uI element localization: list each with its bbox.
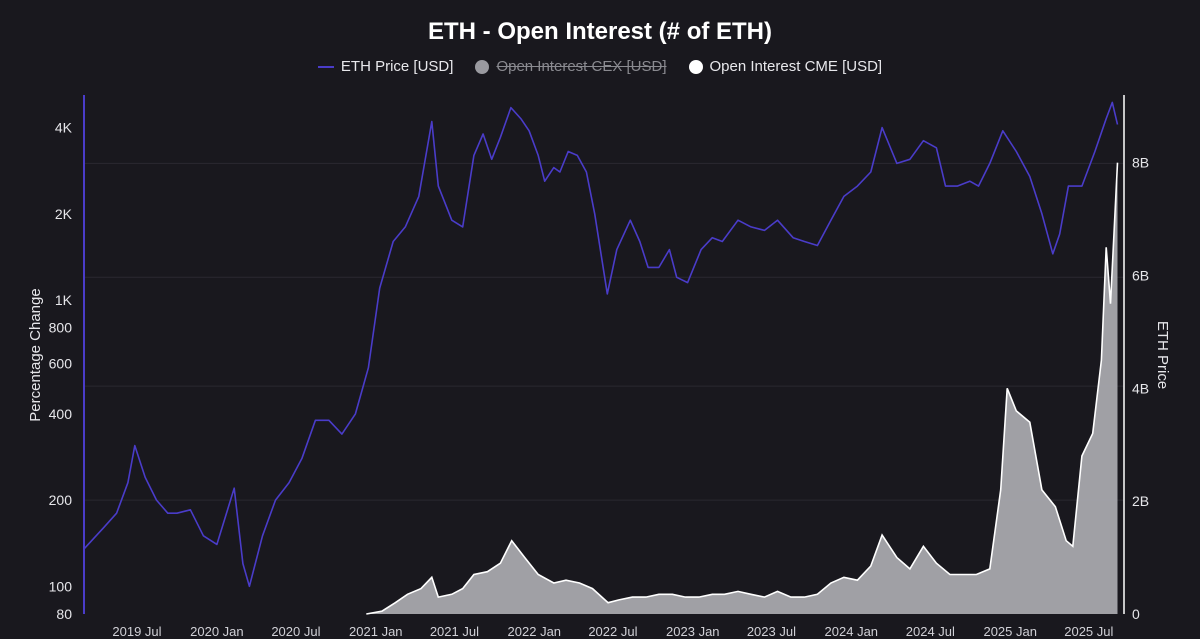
- y-left-axis-title: Percentage Change: [27, 288, 44, 421]
- legend-dot-swatch-oi-cex: [475, 59, 490, 74]
- eth-price-line: [83, 101, 1119, 588]
- legend-dot-swatch-oi-cme: [688, 59, 703, 74]
- y-left-tick-label: 800: [49, 320, 73, 336]
- legend-label-eth-price: ETH Price [USD]: [340, 58, 454, 75]
- x-tick-label: 2022 Jul: [588, 624, 637, 639]
- chart-title: ETH - Open Interest (# of ETH): [427, 18, 772, 45]
- y-right-tick-label: 0: [1132, 606, 1140, 622]
- oi-cme-area: [366, 162, 1118, 614]
- x-tick-label: 2025 Jan: [983, 624, 1037, 639]
- y-right-tick-label: 6B: [1132, 268, 1149, 284]
- y-right-tick-label: 8B: [1132, 155, 1149, 171]
- y-right-tick-label: 2B: [1132, 493, 1149, 509]
- y-right-axis-title: ETH Price: [1154, 321, 1171, 389]
- x-tick-label: 2020 Jan: [190, 624, 244, 639]
- y-left-tick-label: 4K: [55, 120, 73, 136]
- x-tick-label: 2021 Jan: [349, 624, 403, 639]
- x-tick-label: 2021 Jul: [430, 624, 479, 639]
- y-left-tick-label: 80: [56, 606, 72, 622]
- x-tick-label: 2025 Jul: [1064, 624, 1113, 639]
- legend-label-oi-cme: Open Interest CME [USD]: [709, 58, 883, 75]
- chart-legend: ETH Price [USD] Open Interest CEX [USD] …: [0, 58, 1200, 75]
- legend-line-swatch-eth-price: [317, 65, 334, 68]
- y-left-tick-label: 2K: [55, 206, 73, 222]
- x-tick-label: 2024 Jan: [825, 624, 879, 639]
- x-tick-label: 2020 Jul: [271, 624, 320, 639]
- y-left-tick-label: 400: [49, 406, 73, 422]
- y-left-tick-label: 600: [49, 355, 73, 371]
- legend-item-oi-cex[interactable]: Open Interest CEX [USD]: [475, 58, 667, 75]
- x-tick-label: 2024 Jul: [906, 624, 955, 639]
- legend-label-oi-cex: Open Interest CEX [USD]: [496, 58, 667, 75]
- x-tick-label: 2023 Jan: [666, 624, 720, 639]
- legend-item-eth-price[interactable]: ETH Price [USD]: [317, 58, 454, 75]
- x-tick-label: 2022 Jan: [508, 624, 562, 639]
- y-right-tick-label: 4B: [1132, 380, 1149, 396]
- oi-cme-line: [366, 162, 1119, 615]
- legend-item-oi-cme[interactable]: Open Interest CME [USD]: [688, 58, 883, 75]
- y-left-tick-label: 100: [49, 578, 73, 594]
- y-left-tick-label: 200: [49, 492, 73, 508]
- y-left-tick-label: 1K: [55, 292, 73, 308]
- x-tick-label: 2023 Jul: [747, 624, 796, 639]
- x-tick-label: 2019 Jul: [112, 624, 161, 639]
